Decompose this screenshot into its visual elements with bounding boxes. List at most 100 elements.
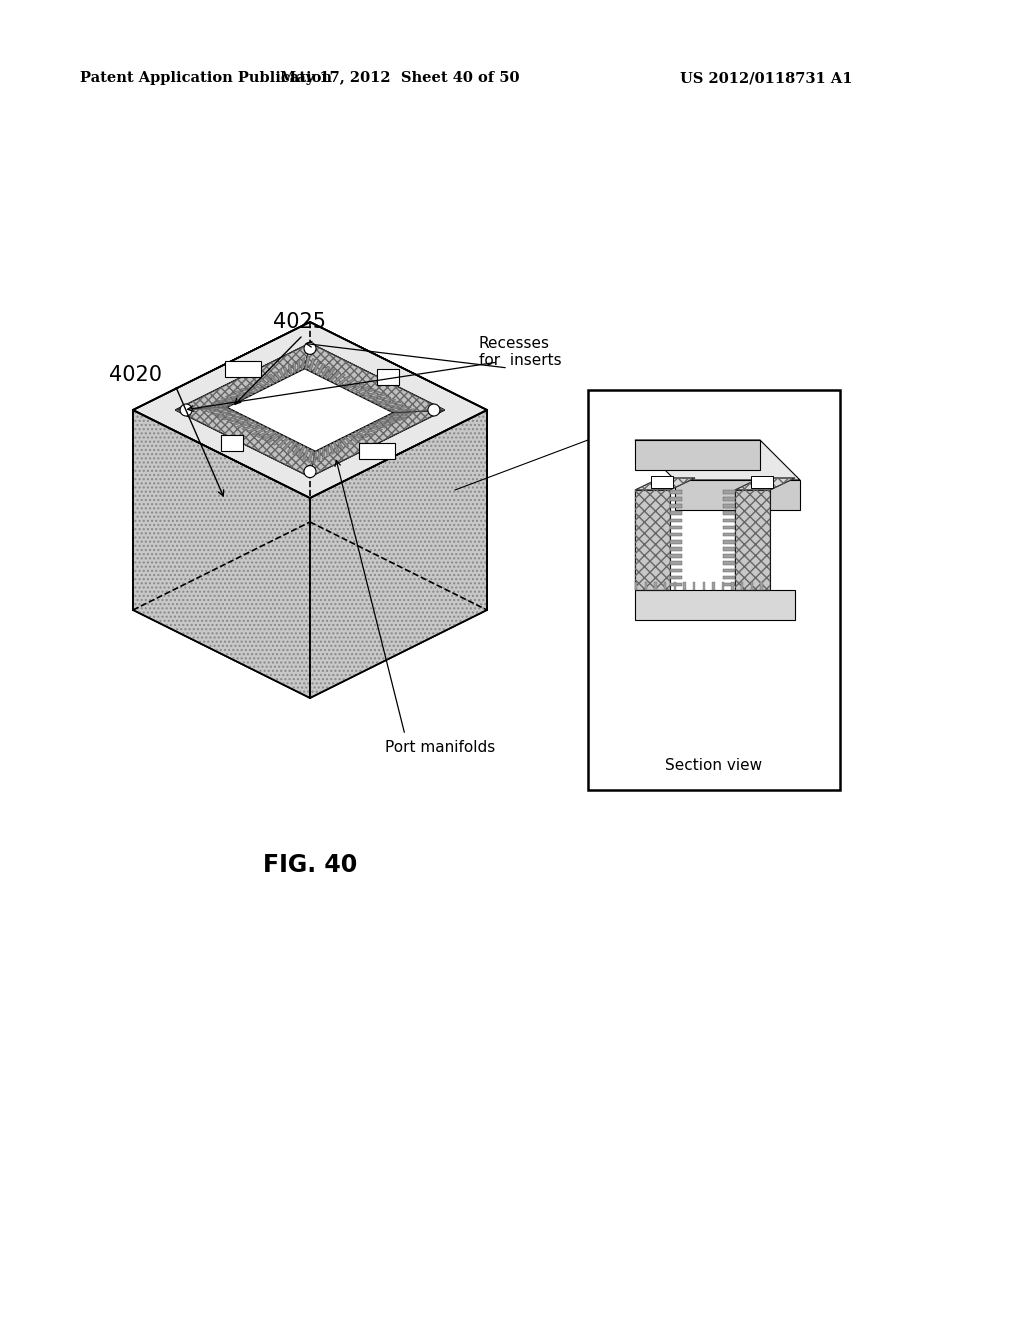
Polygon shape xyxy=(377,401,401,405)
Polygon shape xyxy=(723,548,735,550)
Polygon shape xyxy=(670,576,682,579)
Polygon shape xyxy=(761,582,763,590)
Polygon shape xyxy=(670,554,682,558)
Polygon shape xyxy=(635,582,637,590)
Polygon shape xyxy=(333,374,345,384)
Polygon shape xyxy=(347,434,358,442)
Polygon shape xyxy=(288,441,297,453)
Polygon shape xyxy=(670,490,682,494)
Polygon shape xyxy=(252,428,269,436)
Polygon shape xyxy=(340,438,349,447)
Polygon shape xyxy=(383,417,407,418)
Polygon shape xyxy=(376,421,397,424)
Circle shape xyxy=(304,342,316,354)
Polygon shape xyxy=(226,417,249,422)
Text: Port manifolds: Port manifolds xyxy=(385,741,496,755)
Polygon shape xyxy=(230,393,250,397)
Polygon shape xyxy=(341,379,355,388)
Polygon shape xyxy=(133,411,310,698)
Polygon shape xyxy=(751,477,773,488)
Polygon shape xyxy=(712,582,715,590)
Polygon shape xyxy=(735,478,795,490)
Polygon shape xyxy=(369,396,391,401)
Polygon shape xyxy=(250,384,264,389)
Text: US 2012/0118731 A1: US 2012/0118731 A1 xyxy=(680,71,853,84)
Polygon shape xyxy=(635,440,800,480)
Polygon shape xyxy=(635,490,670,590)
Circle shape xyxy=(180,404,193,416)
Polygon shape xyxy=(283,440,293,450)
Polygon shape xyxy=(221,436,243,451)
Polygon shape xyxy=(293,444,301,455)
Polygon shape xyxy=(722,582,724,590)
Polygon shape xyxy=(262,432,278,440)
Polygon shape xyxy=(240,388,257,393)
Polygon shape xyxy=(224,360,261,376)
Polygon shape xyxy=(206,409,232,412)
Polygon shape xyxy=(751,582,753,590)
Polygon shape xyxy=(234,391,253,395)
Polygon shape xyxy=(735,490,770,590)
Polygon shape xyxy=(365,426,383,430)
Polygon shape xyxy=(670,533,682,536)
Polygon shape xyxy=(333,442,339,453)
Polygon shape xyxy=(702,582,705,590)
Polygon shape xyxy=(357,388,376,396)
Polygon shape xyxy=(385,407,412,409)
Polygon shape xyxy=(231,420,253,425)
Polygon shape xyxy=(310,411,444,477)
Polygon shape xyxy=(257,429,273,438)
Polygon shape xyxy=(670,561,682,565)
Polygon shape xyxy=(201,407,228,409)
Polygon shape xyxy=(731,582,734,590)
Polygon shape xyxy=(693,582,695,590)
Polygon shape xyxy=(670,504,682,508)
Polygon shape xyxy=(670,498,682,500)
Polygon shape xyxy=(201,408,228,411)
Polygon shape xyxy=(359,444,395,459)
Polygon shape xyxy=(741,582,743,590)
Polygon shape xyxy=(723,561,735,565)
Polygon shape xyxy=(381,404,407,408)
Polygon shape xyxy=(377,368,399,384)
Polygon shape xyxy=(133,322,310,610)
Polygon shape xyxy=(242,424,261,430)
Polygon shape xyxy=(133,322,487,498)
Text: Recesses
for  inserts: Recesses for inserts xyxy=(478,335,561,368)
Polygon shape xyxy=(301,358,305,371)
Polygon shape xyxy=(349,384,366,392)
Polygon shape xyxy=(312,360,321,374)
Polygon shape xyxy=(345,381,360,389)
Polygon shape xyxy=(670,569,682,572)
Polygon shape xyxy=(361,391,381,397)
Bar xyxy=(588,389,840,789)
Polygon shape xyxy=(723,554,735,558)
Polygon shape xyxy=(329,371,340,381)
Polygon shape xyxy=(308,359,315,372)
Polygon shape xyxy=(674,582,676,590)
Polygon shape xyxy=(670,511,682,515)
Polygon shape xyxy=(225,396,247,399)
Polygon shape xyxy=(316,363,325,376)
Circle shape xyxy=(428,404,440,416)
Polygon shape xyxy=(723,519,735,523)
Text: 4025: 4025 xyxy=(273,312,326,333)
Polygon shape xyxy=(651,477,673,488)
Text: May 17, 2012  Sheet 40 of 50: May 17, 2012 Sheet 40 of 50 xyxy=(281,71,520,84)
Polygon shape xyxy=(245,385,260,392)
Polygon shape xyxy=(237,421,257,428)
Polygon shape xyxy=(323,447,325,459)
Polygon shape xyxy=(350,433,364,440)
Polygon shape xyxy=(723,504,735,508)
Text: Patent Application Publication: Patent Application Publication xyxy=(80,71,332,84)
Text: 4020: 4020 xyxy=(109,366,162,385)
Polygon shape xyxy=(216,413,241,417)
Polygon shape xyxy=(635,440,760,470)
Polygon shape xyxy=(175,343,310,411)
Polygon shape xyxy=(284,367,289,378)
Polygon shape xyxy=(310,411,487,698)
Polygon shape xyxy=(302,447,309,461)
Polygon shape xyxy=(273,371,282,381)
Polygon shape xyxy=(298,359,300,372)
Polygon shape xyxy=(254,381,267,388)
